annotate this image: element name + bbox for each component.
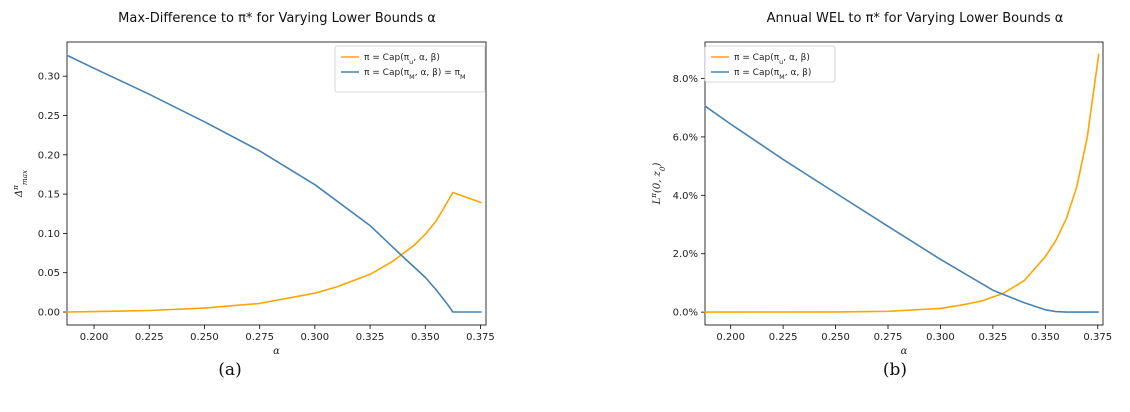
- caption-b: (b): [882, 360, 908, 380]
- x-tick-label: 0.325: [356, 332, 385, 343]
- x-axis-label: α: [273, 346, 280, 357]
- x-tick-label: 0.250: [821, 332, 850, 343]
- chart-a: Max-Difference to π* for Varying Lower B…: [11, 11, 495, 357]
- axes-frame: [704, 41, 1104, 326]
- legend-entry-1: π = Cap(πu, α, β): [364, 53, 440, 66]
- x-tick-label: 0.200: [716, 332, 745, 343]
- y-tick-label: 0.05: [38, 268, 60, 279]
- series-line-2: [704, 105, 1099, 313]
- y-axis-label: Lπ(0, z0): [649, 163, 667, 206]
- chart-title: Annual WEL to π* for Varying Lower Bound…: [767, 11, 1064, 26]
- figure-panel-b: Annual WEL to π* for Varying Lower Bound…: [565, 0, 1130, 412]
- x-tick-label: 0.350: [1031, 332, 1060, 343]
- x-tick-label: 0.350: [411, 332, 440, 343]
- x-tick-label: 0.200: [80, 332, 109, 343]
- y-tick-label: 0.10: [38, 229, 60, 240]
- x-tick-label: 0.325: [979, 332, 1008, 343]
- y-tick-label: 0.0%: [673, 308, 698, 319]
- axes-frame: [66, 41, 487, 326]
- x-tick-label: 0.275: [245, 332, 274, 343]
- caption-a: (a): [218, 360, 242, 380]
- series-line-1: [704, 53, 1100, 313]
- x-tick-label: 0.225: [769, 332, 798, 343]
- y-tick-label: 6.0%: [673, 132, 698, 143]
- x-tick-label: 0.300: [301, 332, 330, 343]
- x-tick-label: 0.300: [926, 332, 955, 343]
- legend: π = Cap(πu, α, β) π = Cap(πM, α, β) = πM: [334, 45, 486, 93]
- y-tick-label: 0.25: [38, 111, 60, 122]
- legend-box: [704, 45, 836, 83]
- y-tick-label: 2.0%: [673, 249, 698, 260]
- legend-box: [334, 45, 486, 93]
- x-tick-label: 0.375: [1083, 332, 1112, 343]
- y-tick-label: 0.30: [38, 72, 60, 83]
- legend-entry-2: π = Cap(πM, α, β) = πM: [364, 68, 466, 81]
- y-tick-label: 0.15: [38, 190, 60, 201]
- legend-entry-1: π = Cap(πu, α, β): [734, 53, 810, 66]
- x-tick-label: 0.225: [135, 332, 164, 343]
- x-axis-label: α: [901, 346, 908, 357]
- series-line-2: [66, 54, 482, 313]
- legend-entry-2: π = Cap(πM, α, β): [734, 68, 811, 81]
- y-tick-label: 0.00: [38, 308, 60, 319]
- y-tick-label: 0.20: [38, 150, 60, 161]
- x-tick-label: 0.275: [874, 332, 903, 343]
- series-line-1: [66, 191, 482, 313]
- y-tick-label: 4.0%: [673, 191, 698, 202]
- x-tick-label: 0.250: [190, 332, 219, 343]
- y-axis-label: Δπmax: [11, 170, 29, 198]
- x-tick-label: 0.375: [466, 332, 495, 343]
- y-tick-label: 8.0%: [673, 74, 698, 85]
- figure-panel-a: Max-Difference to π* for Varying Lower B…: [11, 11, 495, 380]
- legend: π = Cap(πu, α, β) π = Cap(πM, α, β): [704, 45, 836, 83]
- chart-b: Annual WEL to π* for Varying Lower Bound…: [649, 11, 1113, 357]
- chart-title: Max-Difference to π* for Varying Lower B…: [118, 11, 436, 26]
